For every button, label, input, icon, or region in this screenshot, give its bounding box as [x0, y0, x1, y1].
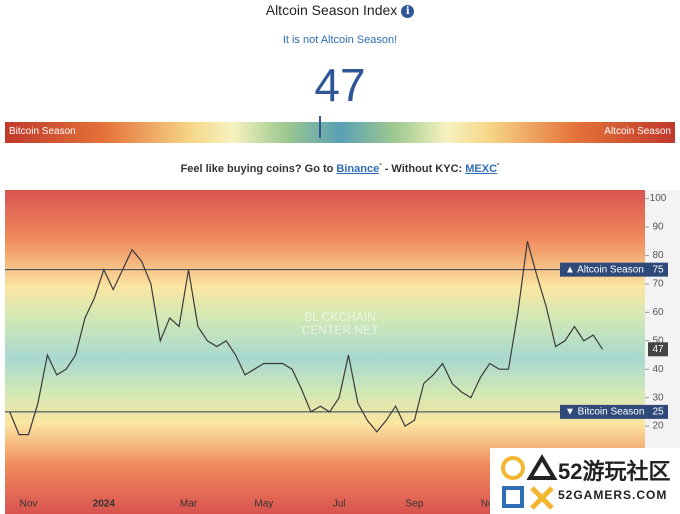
y-tick-label: 80: [652, 250, 664, 261]
info-icon[interactable]: i: [401, 5, 415, 18]
y-tick-label: 50: [652, 335, 664, 346]
reference-label: ▲ Altcoin Season: [565, 264, 644, 275]
mexc-link[interactable]: MEXC: [465, 163, 498, 175]
gauge: Bitcoin Season Altcoin Season: [5, 116, 675, 143]
watermark-title: 52游玩社区: [558, 459, 671, 484]
reference-label-box: [560, 404, 668, 419]
x-tick-label: Mar: [180, 499, 198, 510]
reference-label-box: [560, 262, 668, 277]
title: Altcoin Season Index: [265, 2, 398, 18]
watermark-site: 52GAMERS.COM: [558, 488, 668, 502]
chart: BL CKCHAIN CENTER.NET 20 30 40 50 60 70 80 90 10…: [5, 190, 680, 514]
gauge-needle: [318, 116, 321, 138]
x-tick-label: Jul: [333, 499, 346, 510]
watermark: BL CKCHAIN: [304, 310, 376, 324]
current-value: 47: [652, 344, 664, 355]
binance-link[interactable]: Binance: [336, 163, 380, 175]
reference-label: ▼ Bitcoin Season: [565, 407, 644, 418]
status: It is not Altcoin Season!: [282, 34, 398, 46]
y-tick-label: 60: [652, 307, 664, 318]
promo-text: - Without KYC:: [384, 163, 463, 175]
x-tick-label: Sep: [406, 499, 424, 510]
current-value-box: [648, 342, 668, 357]
x-tick-label: Nov: [20, 499, 38, 510]
promo-text: Feel like buying coins? Go to: [180, 163, 334, 175]
gauge-right-label: Altcoin Season: [604, 126, 671, 137]
reference-value: 75: [652, 264, 664, 275]
watermark: CENTER.NET: [302, 323, 379, 337]
index-line: [9, 241, 604, 436]
x-tick-label: Nov: [481, 499, 499, 510]
promo: Feel like buying coins? Go to Binance° -…: [180, 163, 500, 175]
x-tick-label: May: [254, 499, 273, 510]
title-row: Altcoin Season Index i: [0, 2, 680, 18]
watermark-logo: [501, 454, 558, 510]
y-tick-label: 30: [652, 392, 664, 403]
gauge-left-label: Bitcoin Season: [9, 126, 76, 137]
y-tick-label: 90: [652, 222, 664, 233]
y-tick-label: 100: [650, 193, 667, 204]
y-tick-label: 70: [652, 279, 664, 290]
y-tick-label: 40: [652, 364, 664, 375]
watermark-badge: 52游玩社区 52GAMERS.COM: [490, 448, 680, 514]
x-tick-label: 2024: [93, 499, 116, 510]
y-tick-label: 20: [652, 421, 664, 432]
reference-value: 25: [652, 407, 664, 418]
index-value: 47: [314, 59, 366, 111]
